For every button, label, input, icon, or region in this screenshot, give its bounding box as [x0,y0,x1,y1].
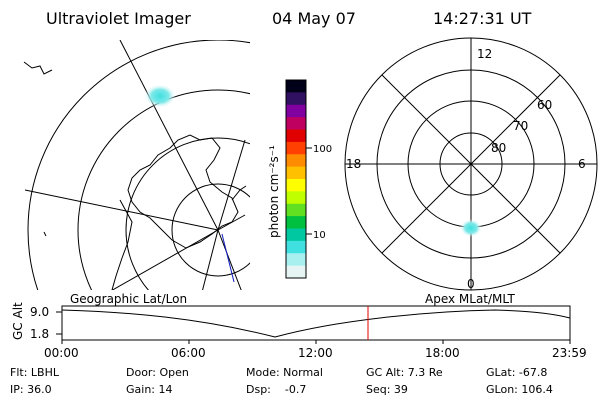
colorbar: 100 10 photon cm⁻²s⁻¹ [267,79,332,279]
status-gc-alt: GC Alt: 7.3 Re [366,366,443,379]
app-title: Ultraviolet Imager [46,9,191,28]
colorbar-cell [286,191,306,205]
colorbar-cell [286,253,306,267]
timeline-panel: GC Alt [11,302,571,344]
colorbar-cell [286,129,306,143]
colorbar-unit-label: photon cm⁻²s⁻¹ [267,145,281,238]
colorbar-cell [286,166,306,180]
colorbar-cell [286,216,306,230]
status-glon: GLon: 106.4 [486,383,553,396]
status-glat: GLat: -67.8 [486,366,548,379]
status-flt: Flt: LBHL [10,366,59,379]
colorbar-cell [286,92,306,106]
x-tick-label-2: 12:00 [298,346,333,360]
status-gain: Gain: 14 [126,383,173,396]
x-tick-label-1: 06:00 [171,346,206,360]
date-label: 04 May 07 [272,9,356,28]
colorbar-tick-label-10: 10 [313,230,326,241]
colorbar-cell [286,179,306,192]
coastline [43,231,47,237]
mlt-label-12: 12 [477,47,492,61]
coastline [23,61,53,75]
ground-track [221,233,235,283]
polar-plot [344,37,598,291]
colorbar-cells [286,80,306,279]
y-max-label: 9.0 [30,305,50,319]
mlat-label-70: 70 [513,119,528,133]
coastline [127,134,239,249]
mlt-label-6: 6 [578,157,586,171]
mlt-label-18: 18 [346,157,361,171]
colorbar-cell [286,240,306,254]
apex-label: Apex MLat/MLT [425,292,515,306]
status-seq: Seq: 39 [366,383,408,396]
x-tick-label-3: 18:00 [425,346,460,360]
x-tick-label-0: 00:00 [44,346,79,360]
colorbar-cell [286,117,306,131]
status-door: Door: Open [126,366,189,379]
aurora-blob-polar [460,219,482,237]
aurora-blob [144,84,176,108]
geographic-map [23,40,250,290]
status-mode: Mode: Normal [246,366,323,379]
coastline [231,185,247,201]
coastline [111,199,133,290]
altitude-curve [61,309,571,338]
mlt-label-0: 0 [467,277,475,291]
colorbar-cell [286,265,306,279]
timeline-axis-title: GC Alt [11,302,25,340]
colorbar-cell [286,141,306,155]
x-tick-label-4: 23:59 [552,346,587,360]
colorbar-cell [286,203,306,217]
y-min-label: 1.8 [30,327,50,341]
colorbar-tick-label-100: 100 [313,144,332,155]
geographic-label: Geographic Lat/Lon [70,292,188,306]
colorbar-cell [286,154,306,168]
colorbar-cell [286,80,306,93]
status-dsp: Dsp: -0.7 [246,383,307,396]
colorbar-cell [286,228,306,242]
mlat-label-60: 60 [537,98,552,112]
time-label: 14:27:31 UT [433,9,532,28]
status-ip: IP: 36.0 [10,383,52,396]
colorbar-cell [286,104,306,118]
mlat-label-80: 80 [491,141,506,155]
